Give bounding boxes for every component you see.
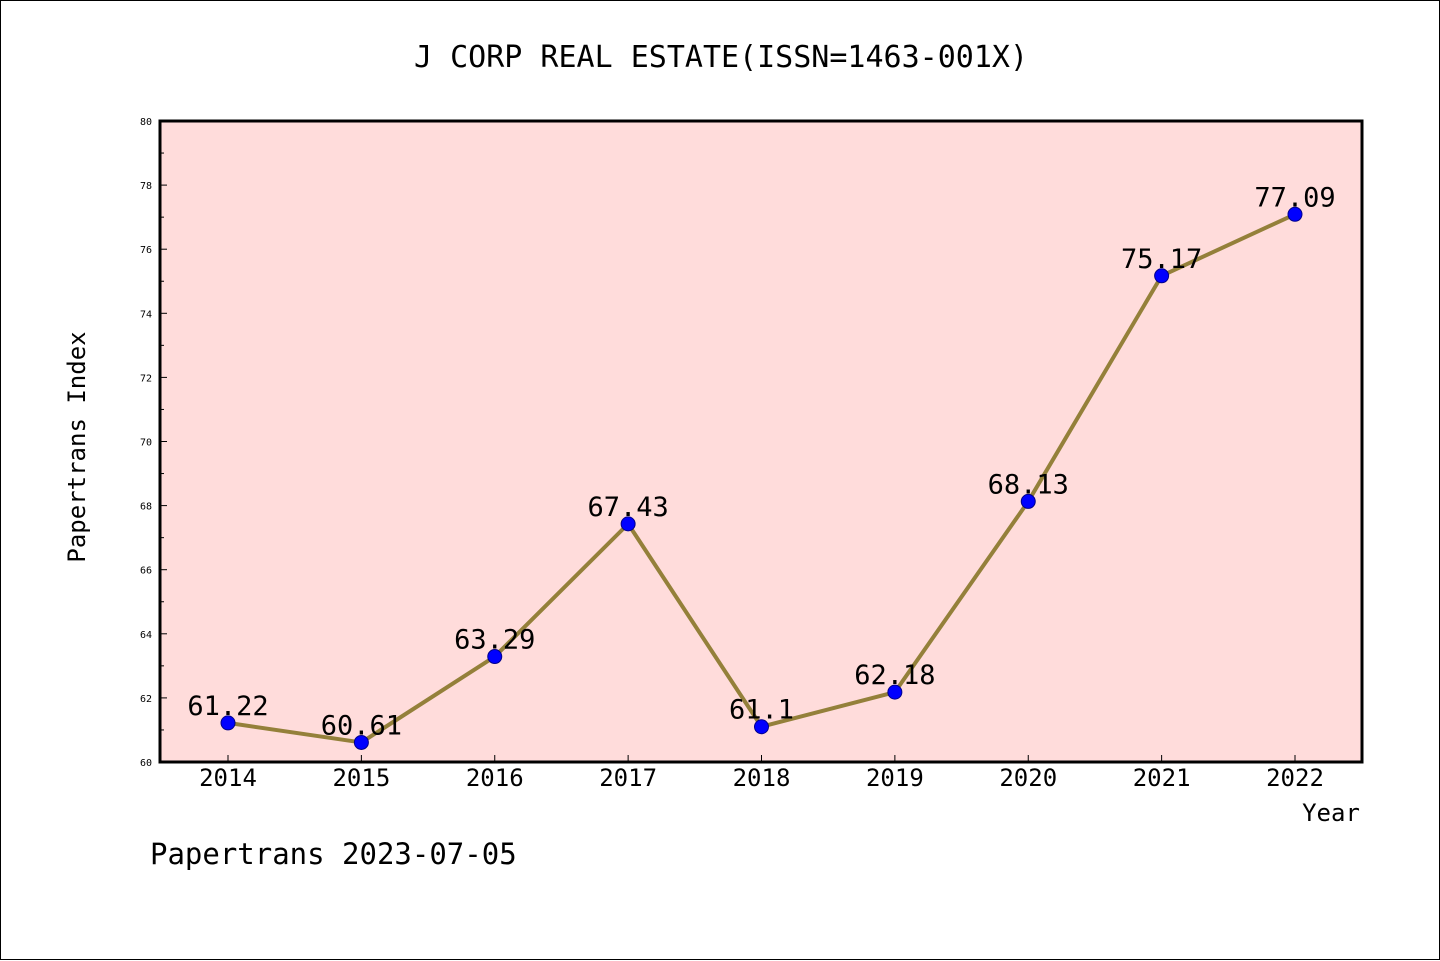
- data-point-2020: [1020, 493, 1036, 509]
- y-tick-label: 72: [140, 373, 152, 384]
- data-point-2018: [754, 719, 769, 735]
- x-axis: 2014 2015 2016 2017 2018 2019 2020 2021 2022: [199, 755, 1324, 792]
- footer-text: Papertrans 2023-07-05: [150, 837, 517, 871]
- y-tick-label: 66: [140, 566, 152, 577]
- data-point-2019: [887, 684, 903, 700]
- y-tick-label: 78: [140, 181, 152, 192]
- x-axis-label: Year: [1302, 799, 1360, 827]
- y-tick-label: 76: [140, 245, 152, 256]
- y-tick-label: 68: [140, 502, 152, 513]
- y-tick-label: 60: [140, 758, 152, 769]
- data-label-2020: 68.13: [988, 469, 1069, 500]
- data-point-2014: [220, 715, 236, 731]
- data-points: [220, 206, 1303, 750]
- x-tick-label: 2019: [866, 764, 924, 792]
- y-tick-label: 74: [140, 309, 152, 320]
- data-point-2017: [620, 516, 636, 532]
- x-tick-label: 2015: [332, 764, 390, 792]
- y-tick-label: 80: [140, 117, 152, 128]
- data-point-2021: [1154, 268, 1170, 284]
- x-tick-label: 2018: [733, 764, 791, 792]
- data-label-2015: 60.61: [321, 710, 402, 741]
- y-axis: 60 62 64 66 68 70 72 74 76 78 80: [140, 117, 167, 769]
- x-tick-label: 2021: [1133, 764, 1191, 792]
- plot-area: [160, 121, 1362, 762]
- data-point-2015: [353, 734, 369, 750]
- data-label-2016: 63.29: [454, 625, 535, 656]
- y-axis-label: Papertrans Index: [63, 331, 91, 562]
- data-label-2022: 77.09: [1254, 182, 1335, 213]
- x-tick-label: 2016: [466, 764, 524, 792]
- x-tick-label: 2014: [199, 764, 257, 792]
- x-tick-label: 2022: [1266, 764, 1324, 792]
- y-tick-label: 62: [140, 694, 152, 705]
- data-label-2017: 67.43: [587, 492, 668, 523]
- x-tick-label: 2017: [599, 764, 657, 792]
- plot-frame: [158, 119, 1364, 764]
- data-label-2014: 61.22: [187, 691, 268, 722]
- data-label-2021: 75.17: [1121, 244, 1202, 275]
- y-tick-label: 70: [140, 438, 152, 449]
- data-label-2019: 62.18: [854, 660, 935, 691]
- y-tick-label: 64: [140, 630, 152, 641]
- x-tick-label: 2020: [999, 764, 1057, 792]
- data-point-2016: [487, 649, 503, 665]
- chart-title: J CORP REAL ESTATE(ISSN=1463-001X): [414, 40, 1028, 75]
- data-labels: 61.22 60.61 63.29 67.43 61.1 62.18 68.13 75.17 7…: [187, 182, 1335, 741]
- data-point-2022: [1287, 206, 1303, 222]
- data-label-2018: 61.1: [729, 695, 794, 726]
